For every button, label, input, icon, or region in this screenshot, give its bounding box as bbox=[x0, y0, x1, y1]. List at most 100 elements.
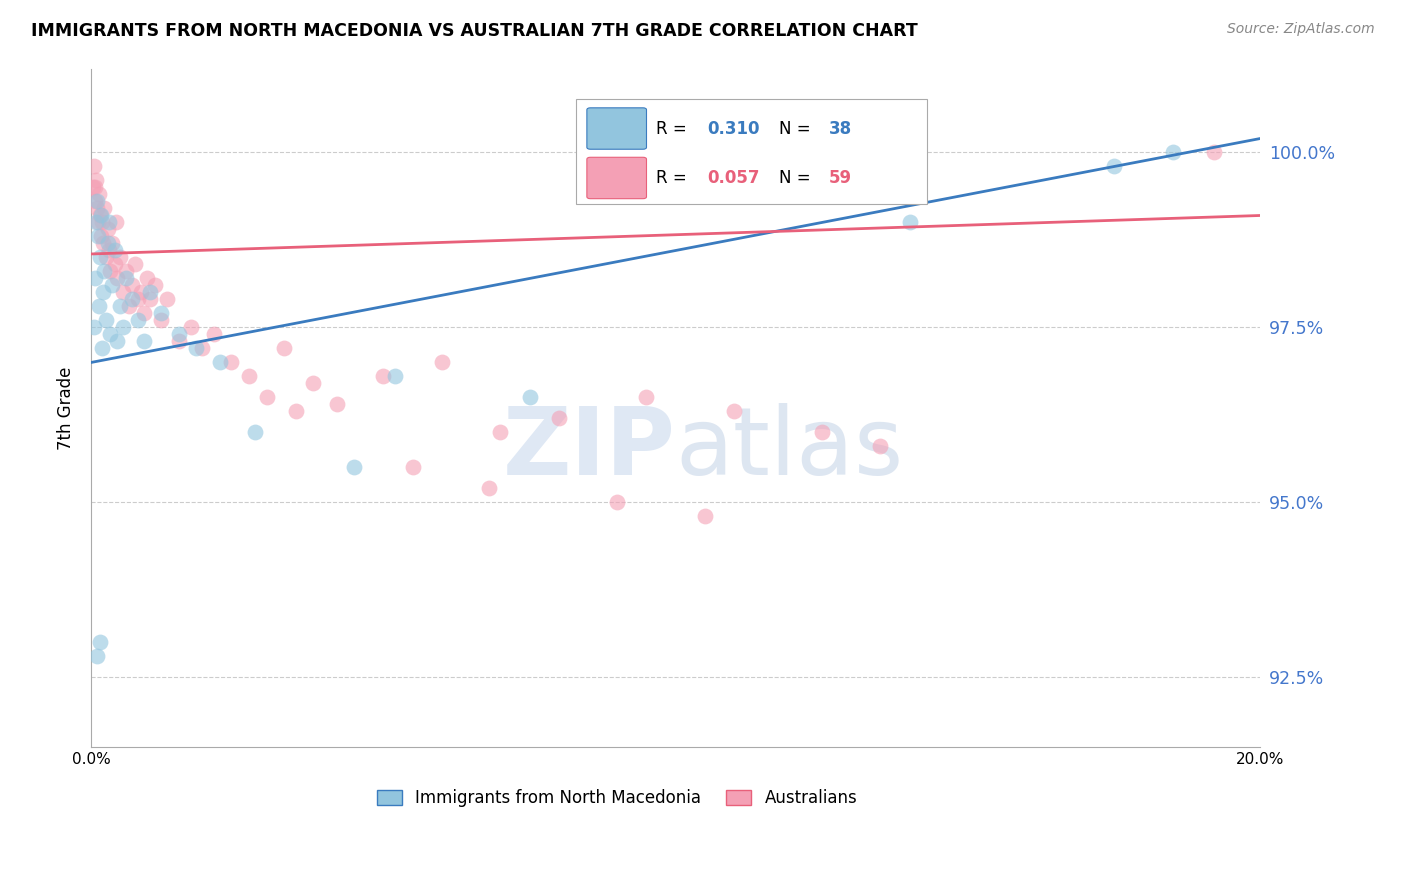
Point bbox=[693, 509, 716, 524]
Text: N =: N = bbox=[779, 120, 815, 137]
Point bbox=[302, 376, 325, 391]
Text: R =: R = bbox=[655, 120, 692, 137]
Point bbox=[135, 271, 157, 285]
Point bbox=[91, 236, 114, 251]
Point bbox=[180, 320, 202, 334]
Point bbox=[90, 229, 112, 244]
Point bbox=[127, 313, 149, 327]
Point bbox=[284, 404, 307, 418]
Point bbox=[150, 306, 173, 320]
Point bbox=[90, 342, 112, 356]
Point bbox=[132, 306, 155, 320]
Point bbox=[115, 271, 138, 285]
FancyBboxPatch shape bbox=[586, 108, 647, 149]
Point bbox=[94, 251, 117, 265]
Point bbox=[238, 369, 260, 384]
FancyBboxPatch shape bbox=[576, 99, 927, 204]
Point bbox=[869, 439, 891, 453]
Point bbox=[96, 222, 118, 236]
Point bbox=[547, 411, 569, 425]
Point bbox=[83, 320, 105, 334]
Point bbox=[100, 236, 122, 251]
Point bbox=[84, 194, 107, 209]
Point bbox=[811, 425, 834, 440]
Text: 38: 38 bbox=[830, 120, 852, 137]
Point bbox=[191, 342, 214, 356]
Point bbox=[97, 215, 120, 229]
Point bbox=[87, 300, 110, 314]
Point bbox=[723, 404, 745, 418]
Point bbox=[104, 215, 127, 229]
Point bbox=[132, 334, 155, 349]
Point bbox=[112, 320, 135, 334]
Point bbox=[127, 293, 149, 307]
Point bbox=[90, 209, 112, 223]
Text: atlas: atlas bbox=[676, 402, 904, 495]
FancyBboxPatch shape bbox=[586, 157, 647, 199]
Point bbox=[156, 293, 179, 307]
Point bbox=[384, 369, 406, 384]
Point bbox=[129, 285, 152, 300]
Point bbox=[519, 391, 541, 405]
Point bbox=[96, 236, 118, 251]
Y-axis label: 7th Grade: 7th Grade bbox=[58, 367, 75, 450]
Text: Source: ZipAtlas.com: Source: ZipAtlas.com bbox=[1227, 22, 1375, 37]
Point bbox=[243, 425, 266, 440]
Point bbox=[103, 257, 125, 271]
Point bbox=[97, 244, 120, 258]
Point bbox=[93, 202, 115, 216]
Point bbox=[325, 397, 347, 411]
Point bbox=[636, 391, 658, 405]
Point bbox=[83, 160, 105, 174]
Point bbox=[107, 271, 129, 285]
Point bbox=[898, 215, 921, 229]
Point bbox=[112, 285, 135, 300]
Point bbox=[110, 300, 132, 314]
Point bbox=[98, 327, 121, 342]
Point bbox=[208, 355, 231, 369]
Point bbox=[343, 460, 366, 475]
Point bbox=[89, 635, 111, 649]
Point bbox=[98, 264, 121, 278]
Point bbox=[138, 293, 160, 307]
Text: ZIP: ZIP bbox=[503, 402, 676, 495]
Legend: Immigrants from North Macedonia, Australians: Immigrants from North Macedonia, Austral… bbox=[370, 782, 865, 814]
Point bbox=[87, 187, 110, 202]
Point bbox=[107, 334, 129, 349]
Point bbox=[94, 313, 117, 327]
Point bbox=[145, 278, 167, 293]
Point bbox=[86, 649, 108, 664]
Point bbox=[1102, 160, 1125, 174]
Point bbox=[167, 327, 190, 342]
Point bbox=[373, 369, 395, 384]
Point bbox=[138, 285, 160, 300]
Point bbox=[256, 391, 278, 405]
Point bbox=[82, 180, 104, 194]
Point bbox=[273, 342, 295, 356]
Point bbox=[89, 209, 111, 223]
Point bbox=[110, 251, 132, 265]
Point bbox=[93, 264, 115, 278]
Point bbox=[87, 229, 110, 244]
Point bbox=[100, 278, 122, 293]
Text: IMMIGRANTS FROM NORTH MACEDONIA VS AUSTRALIAN 7TH GRADE CORRELATION CHART: IMMIGRANTS FROM NORTH MACEDONIA VS AUSTR… bbox=[31, 22, 918, 40]
Text: R =: R = bbox=[655, 169, 692, 187]
Point bbox=[83, 180, 105, 194]
Text: N =: N = bbox=[779, 169, 815, 187]
Point bbox=[84, 215, 107, 229]
Point bbox=[90, 215, 112, 229]
Point bbox=[478, 482, 501, 496]
Point bbox=[84, 271, 107, 285]
Point bbox=[118, 300, 141, 314]
Point bbox=[430, 355, 453, 369]
Point bbox=[1202, 145, 1225, 160]
Point bbox=[186, 342, 208, 356]
Point bbox=[86, 202, 108, 216]
Point bbox=[150, 313, 173, 327]
Point bbox=[103, 244, 125, 258]
Point bbox=[115, 264, 138, 278]
Point bbox=[606, 495, 628, 509]
Point bbox=[167, 334, 190, 349]
Point bbox=[91, 285, 114, 300]
Point bbox=[402, 460, 425, 475]
